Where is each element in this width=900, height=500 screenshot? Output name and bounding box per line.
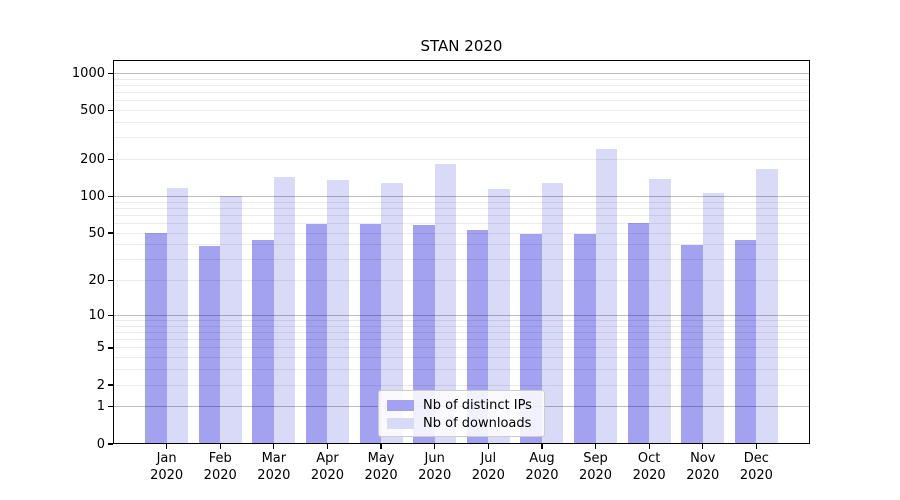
bar-feb-distinct-ips [198,246,221,444]
x-tick-label-jun: Jun 2020 [418,451,452,483]
bar-aug-downloads [541,182,564,444]
x-tick-label-jul: Jul 2020 [471,451,505,483]
x-tick-label-oct: Oct 2020 [632,451,666,483]
y-tick-mark [107,406,113,408]
y-tick-mark [107,314,113,317]
x-tick-mark [219,444,221,449]
x-tick-mark [434,444,436,449]
bar-mar-distinct-ips [252,239,274,444]
bar-apr-downloads [327,179,349,444]
y-tick-label-50: 50 [88,225,105,241]
legend-row-distinct-ips: Nb of distinct IPs [387,396,536,414]
legend-swatch-downloads [387,417,414,429]
legend-swatch-distinct-ips [387,399,414,411]
plot-area [113,60,810,444]
bar-dec-distinct-ips [734,239,757,444]
y-tick-mark [107,72,113,75]
bar-jan-distinct-ips [145,233,167,444]
x-tick-label-aug: Aug 2020 [525,451,559,483]
x-tick-mark [648,444,650,449]
x-tick-mark [702,444,704,449]
x-tick-mark [541,444,543,449]
x-tick-label-apr: Apr 2020 [310,451,344,483]
y-tick-label-10: 10 [88,307,105,323]
x-tick-mark [755,444,758,449]
bar-jun-distinct-ips [413,225,435,444]
bar-feb-downloads [220,196,242,444]
bar-oct-distinct-ips [627,222,650,444]
y-tick-mark [107,280,113,282]
x-tick-mark [273,444,275,449]
y-tick-mark [107,195,113,198]
chart-title: STAN 2020 [420,37,503,55]
y-tick-label-500: 500 [80,103,105,119]
y-tick-label-0: 0 [96,436,105,452]
bar-jan-downloads [166,187,189,444]
bar-jul-downloads [488,188,510,444]
y-tick-mark [107,158,113,161]
bar-sep-distinct-ips [574,234,596,444]
x-tick-mark [326,444,329,449]
y-tick-label-1: 1 [96,399,105,415]
x-tick-label-may: May 2020 [364,451,398,483]
x-tick-label-mar: Mar 2020 [257,451,291,483]
legend-row-downloads: Nb of downloads [387,414,536,432]
legend: Nb of distinct IPs Nb of downloads [378,390,545,437]
x-tick-label-dec: Dec 2020 [739,451,773,483]
y-tick-label-100: 100 [80,188,105,204]
x-tick-label-sep: Sep 2020 [578,451,613,483]
y-tick-mark [107,384,113,386]
y-tick-label-2: 2 [96,377,105,393]
bar-sep-downloads [595,148,617,444]
bar-nov-downloads [702,192,725,444]
bar-may-distinct-ips [359,224,382,444]
y-tick-mark [107,109,113,112]
x-tick-mark [594,444,597,449]
bar-mar-downloads [273,177,296,444]
y-tick-label-5: 5 [96,340,105,356]
y-tick-mark [107,443,113,445]
y-tick-label-20: 20 [88,273,105,289]
bar-jun-downloads [434,163,457,444]
legend-label-distinct-ips: Nb of distinct IPs [423,397,532,413]
x-tick-label-feb: Feb 2020 [203,451,237,483]
legend-label-downloads: Nb of downloads [423,415,532,431]
y-tick-label-1000: 1000 [71,65,105,81]
bar-oct-downloads [649,178,671,444]
bar-may-downloads [381,183,403,444]
bar-dec-downloads [756,168,778,444]
x-tick-label-jan: Jan 2020 [150,451,184,483]
y-tick-mark [107,347,113,349]
x-tick-mark [165,444,168,449]
x-tick-label-nov: Nov 2020 [686,451,720,483]
bar-nov-distinct-ips [681,244,703,444]
x-tick-mark [487,444,489,449]
y-tick-mark [107,232,113,234]
bar-apr-distinct-ips [306,224,328,444]
x-tick-mark [380,444,382,449]
y-tick-label-200: 200 [80,152,105,168]
